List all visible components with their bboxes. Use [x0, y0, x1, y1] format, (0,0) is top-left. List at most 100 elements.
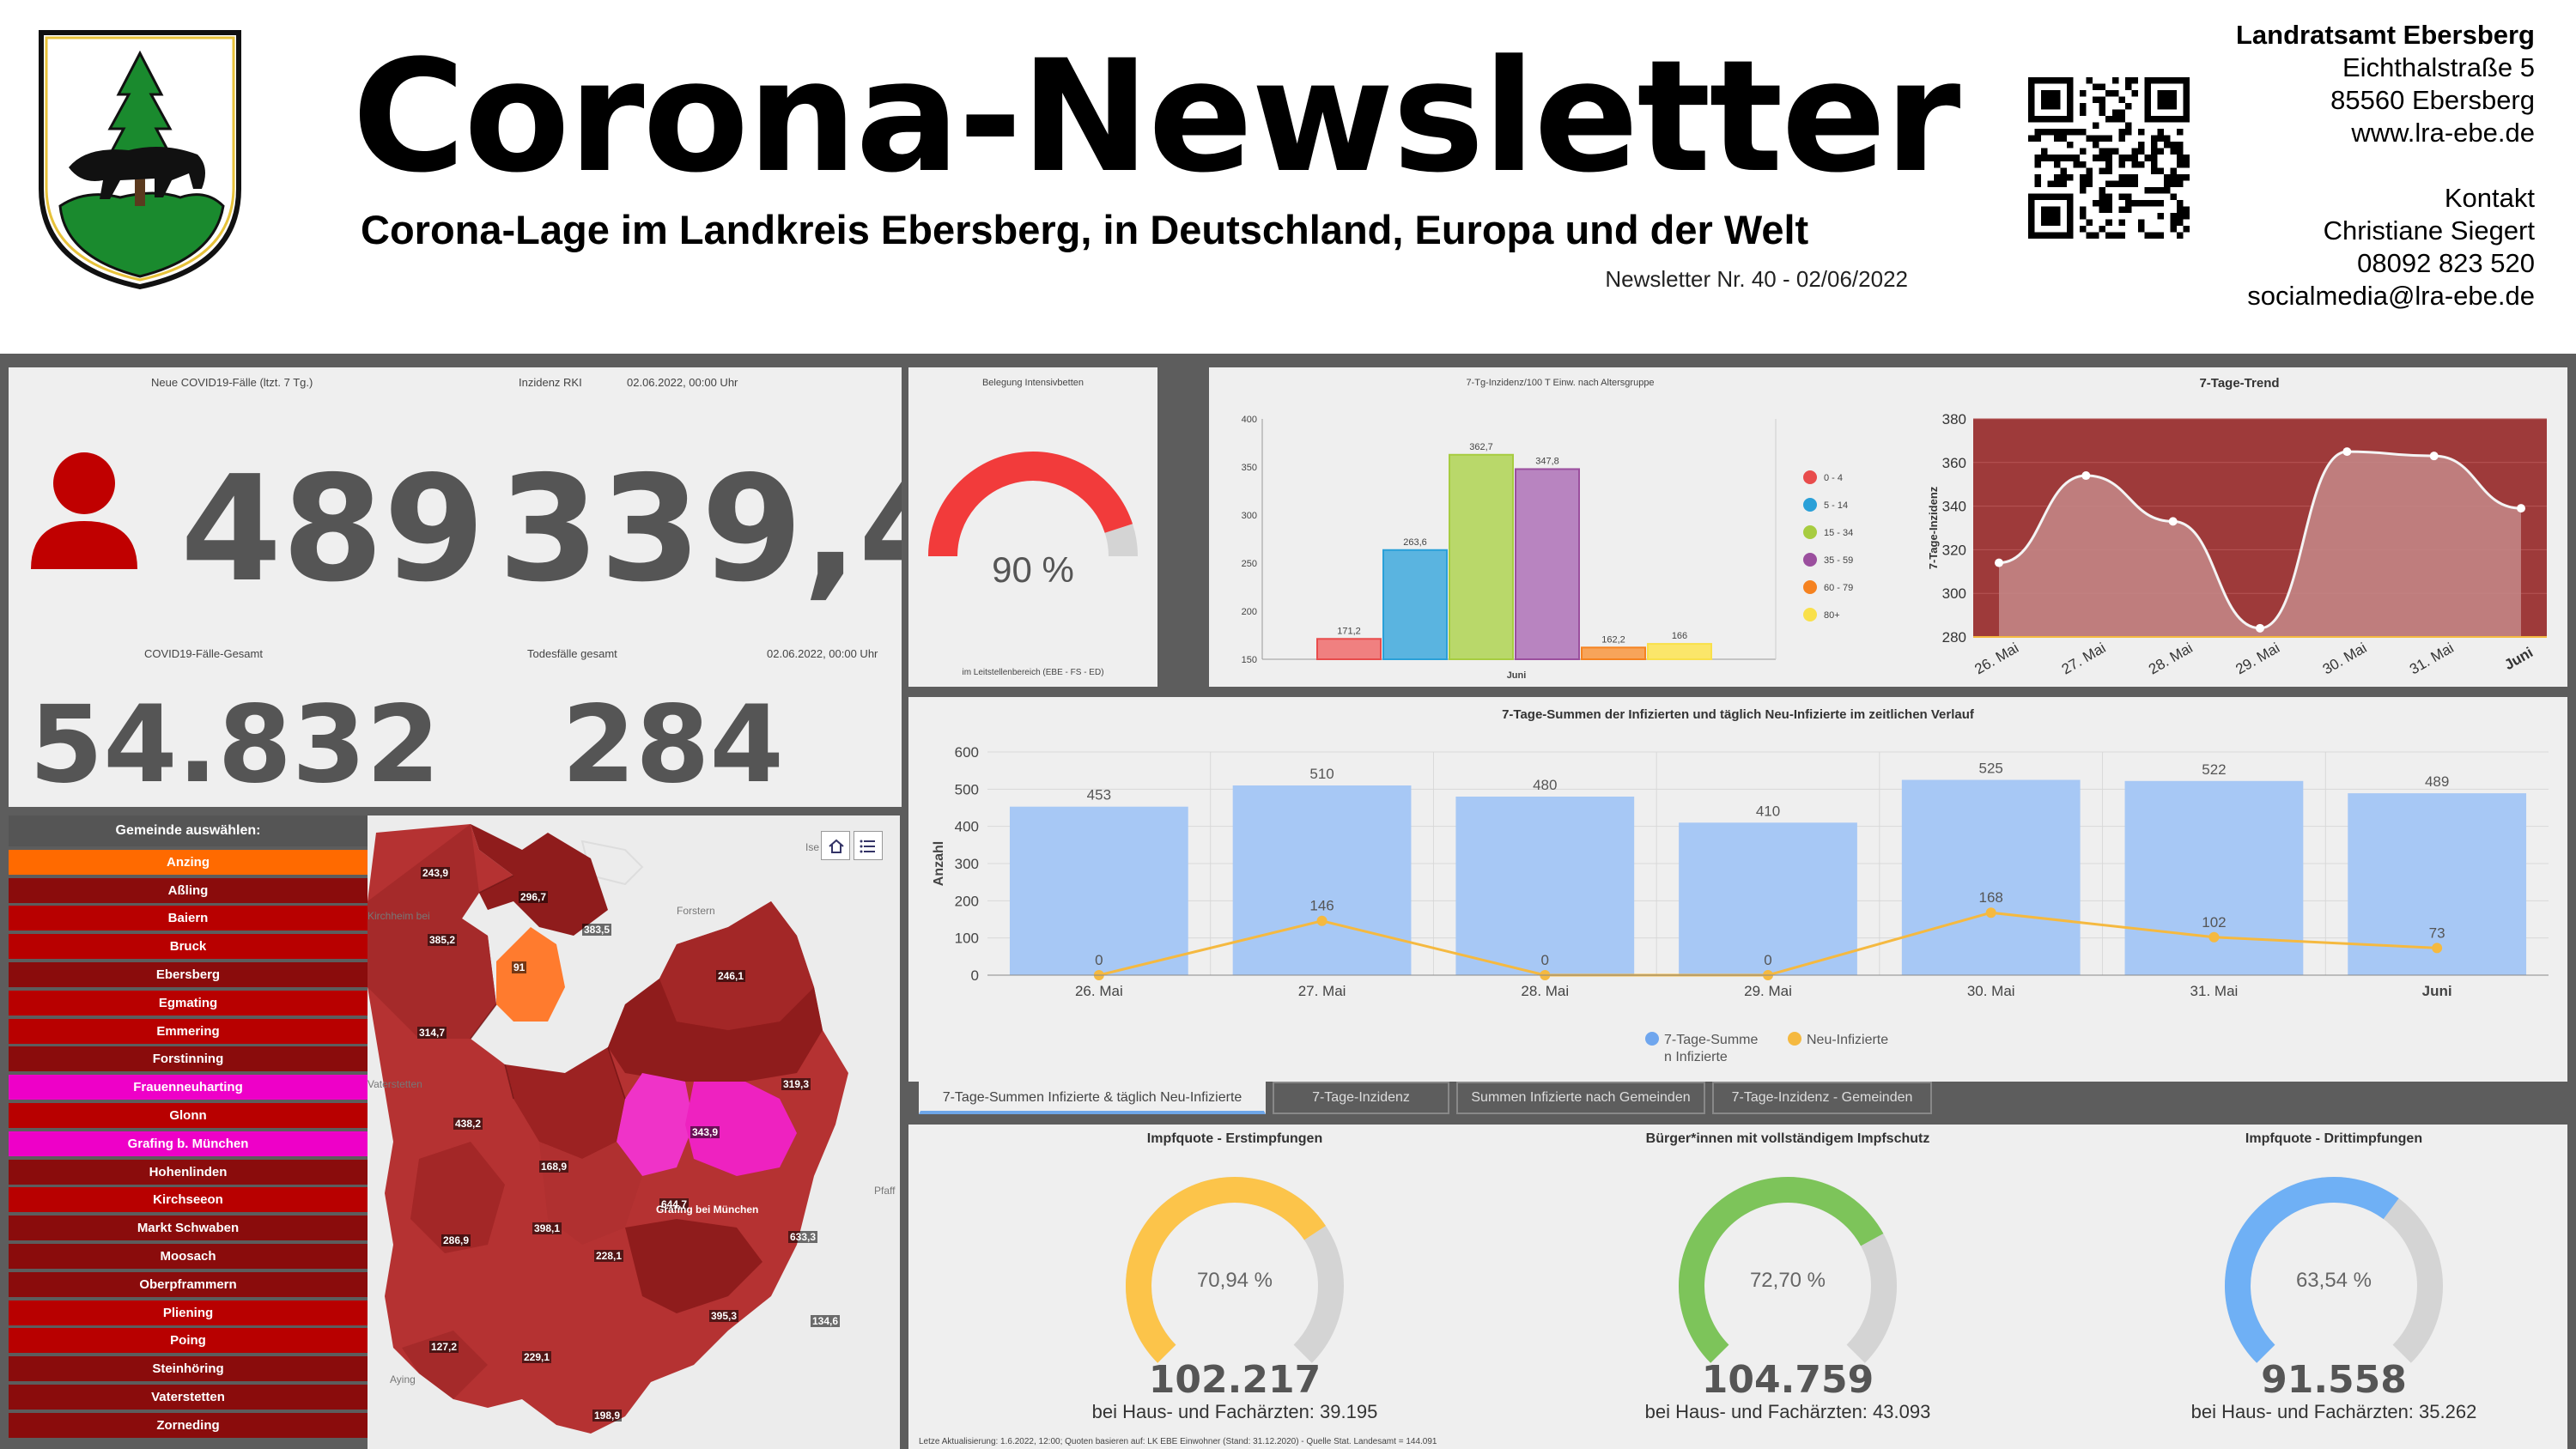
- gemeinde-item[interactable]: Baiern: [9, 906, 368, 931]
- age-chart-panel: 7-Tg-Inzidenz/100 T Einw. nach Altersgru…: [1209, 367, 1911, 687]
- trend-point: [2342, 447, 2352, 457]
- contact-web-link[interactable]: www.lra-ebe.de: [2351, 118, 2535, 148]
- icu-title: Belegung Intensivbetten: [981, 378, 1084, 388]
- new-cases-label: Neue COVID19-Fälle (ltzt. 7 Tg.): [151, 376, 313, 389]
- age-chart: 400 350 300 250 200 150 171,2 0 - 4 263,6 5 - 14 3…: [1242, 415, 1854, 681]
- sum-legend-swatch: [1645, 1032, 1659, 1046]
- sum-ytick: 100: [955, 931, 979, 947]
- trend-xtick: 30. Mai: [2320, 640, 2370, 677]
- sum-point: [2432, 943, 2443, 954]
- stats-panel: Neue COVID19-Fälle (ltzt. 7 Tg.) Inziden…: [9, 367, 902, 807]
- gemeinde-item[interactable]: Steinhöring: [9, 1356, 368, 1382]
- vac-gauge-value: [1679, 1177, 1884, 1363]
- map-place-label: Ise: [805, 841, 820, 853]
- contact-name: Christiane Siegert: [2323, 215, 2535, 246]
- map-place-label: Pfaff: [874, 1185, 896, 1197]
- vac-full-percent: 72,70 %: [1749, 1269, 1826, 1292]
- trend-xtick: 26. Mai: [1971, 640, 2021, 677]
- age-legend-label: 80+: [1824, 610, 1840, 621]
- age-bar-label: 171,2: [1337, 626, 1361, 636]
- gemeinde-item[interactable]: Vaterstetten: [9, 1384, 368, 1410]
- age-legend-label: 15 - 34: [1824, 528, 1853, 538]
- vac-first-percent: 70,94 %: [1196, 1269, 1273, 1292]
- contact-email-link[interactable]: socialmedia@lra-ebe.de: [2247, 281, 2535, 311]
- age-legend-swatch: [1803, 580, 1817, 594]
- map-home-button[interactable]: [821, 831, 850, 860]
- newsletter-header: Corona-Newsletter Corona-Lage im Landkre…: [0, 0, 2576, 354]
- gemeinde-item[interactable]: Hohenlinden: [9, 1159, 368, 1185]
- sum-xtick: 26. Mai: [1075, 983, 1123, 999]
- gemeinde-list: Gemeinde auswählen: Anzing Aßling Baiern Br…: [9, 815, 368, 1449]
- gemeinde-item[interactable]: Egmating: [9, 990, 368, 1016]
- gemeinde-item[interactable]: Ebersberg: [9, 961, 368, 987]
- map-place-label: Kirchheim bei: [368, 910, 430, 922]
- sum-point: [1316, 915, 1327, 926]
- gemeinde-item[interactable]: Oberpframmern: [9, 1271, 368, 1297]
- sum-legend-swatch: [1788, 1032, 1801, 1046]
- trend-ytick: 360: [1942, 455, 1966, 471]
- tab-7-tage-inzidenz[interactable]: 7-Tage-Inzidenz: [1273, 1082, 1449, 1114]
- age-ytick: 250: [1242, 559, 1257, 569]
- contact-street: Eichthalstraße 5: [2342, 52, 2535, 82]
- incidence-label: Inzidenz RKI: [519, 376, 582, 389]
- map-legend-button[interactable]: [854, 831, 883, 860]
- contact-phone: 08092 823 520: [2357, 248, 2535, 278]
- gemeinde-item[interactable]: Frauenneuharting: [9, 1075, 368, 1100]
- trend-point: [2256, 623, 2264, 633]
- age-bar: [1647, 643, 1712, 660]
- tab-7-tage-summen[interactable]: 7-Tage-Summen Infizierte & täglich Neu-I…: [919, 1082, 1266, 1114]
- age-legend-swatch: [1803, 525, 1817, 539]
- gemeinde-item[interactable]: Poing: [9, 1328, 368, 1354]
- map-value-label: 633,3: [788, 1231, 818, 1243]
- icu-panel: Belegung Intensivbetten 90 % im Leitstel…: [908, 367, 1157, 687]
- trend-xtick: Juni: [2501, 644, 2536, 673]
- gemeinde-item[interactable]: Anzing: [9, 849, 368, 875]
- gemeinde-item[interactable]: Emmering: [9, 1018, 368, 1044]
- update-footnote: Letze Aktualisierung: 1.6.2022, 12:00; Q…: [919, 1437, 1437, 1446]
- sum-point: [2208, 931, 2220, 943]
- sum-bar-label: 480: [1533, 777, 1557, 793]
- sum-xtick: 29. Mai: [1744, 983, 1792, 999]
- gemeinde-item[interactable]: Bruck: [9, 934, 368, 960]
- sum-point-label: 146: [1309, 898, 1334, 914]
- age-ytick: 400: [1242, 415, 1257, 425]
- age-ytick: 200: [1242, 607, 1257, 617]
- district-map[interactable]: 243,9 296,7 383,5 385,2 91 246,1 314,7 319,3 438…: [368, 815, 900, 1449]
- age-bar: [1449, 453, 1514, 660]
- contact-block: Landratsamt Ebersberg Eichthalstraße 5 8…: [2198, 19, 2535, 312]
- tab-summen-gemeinden[interactable]: Summen Infizierte nach Gemeinden: [1456, 1082, 1705, 1114]
- gemeinde-item[interactable]: Markt Schwaben: [9, 1216, 368, 1241]
- sum-ytick: 200: [955, 893, 979, 909]
- gemeinde-item[interactable]: Glonn: [9, 1102, 368, 1128]
- gemeinde-item[interactable]: Grafing b. München: [9, 1131, 368, 1156]
- map-value-label: 198,9: [592, 1410, 623, 1422]
- age-legend-swatch: [1803, 498, 1817, 512]
- gemeinde-item[interactable]: Moosach: [9, 1243, 368, 1269]
- sum-legend-label: 7-Tage-Summe: [1664, 1033, 1758, 1047]
- sum-chart-title: 7-Tage-Summen der Infizierten und täglic…: [1502, 707, 1974, 722]
- contact-org: Landratsamt Ebersberg: [2236, 20, 2535, 50]
- map-value-label: 246,1: [716, 970, 746, 982]
- age-bar-label: 166: [1672, 631, 1687, 641]
- sum-point: [1985, 907, 1996, 919]
- gemeinde-item[interactable]: Pliening: [9, 1300, 368, 1325]
- tab-inzidenz-gemeinden[interactable]: 7-Tage-Inzidenz - Gemeinden: [1712, 1082, 1932, 1114]
- sum-point-label: 168: [1979, 889, 2003, 906]
- trend-point: [2517, 504, 2525, 513]
- sum-ylabel: Anzahl: [932, 841, 946, 886]
- gemeinde-item[interactable]: Zorneding: [9, 1412, 368, 1438]
- qr-code[interactable]: [2028, 77, 2190, 239]
- trend-chart-panel: 7-Tage-Trend 380 360 340 320 300 280 26. Mai 27…: [1911, 367, 2567, 687]
- home-icon: [829, 839, 844, 853]
- age-bar: [1581, 646, 1646, 660]
- map-value-label: 296,7: [519, 891, 549, 903]
- gemeinde-item[interactable]: Forstinning: [9, 1046, 368, 1072]
- sum-chart: 600 500 400 300 200 100 0 453 26. Mai 510 27. Mai 4…: [932, 744, 2549, 1064]
- age-bar-label: 263,6: [1403, 537, 1427, 548]
- sum-legend-label: Neu-Infizierte: [1807, 1033, 1888, 1047]
- gemeinde-item[interactable]: Kirchseeon: [9, 1187, 368, 1213]
- gemeinde-item[interactable]: Aßling: [9, 877, 368, 903]
- sum-bar: [2124, 780, 2304, 975]
- sum-xtick: Juni: [2422, 983, 2452, 999]
- age-legend-label: 5 - 14: [1824, 500, 1848, 511]
